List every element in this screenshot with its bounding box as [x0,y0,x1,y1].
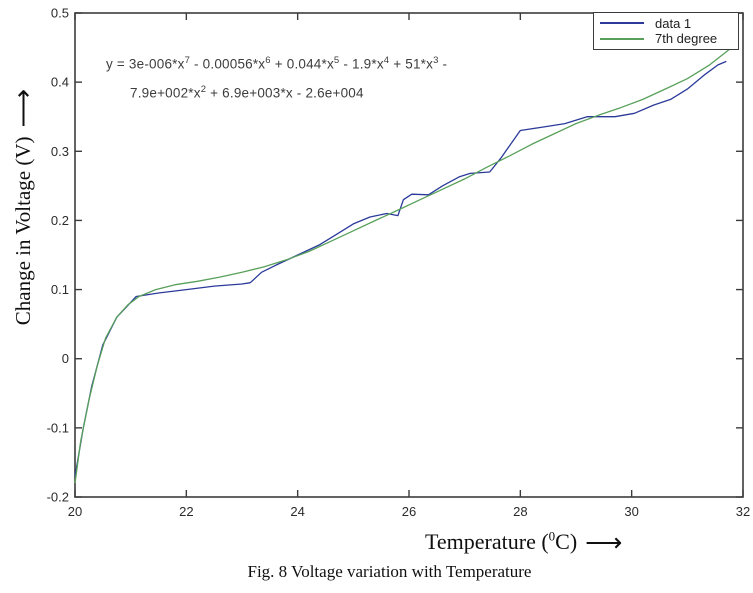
equation-superscript: 4 [383,55,390,66]
equation-text: y = 3e-006*x [106,56,185,72]
equation-text: - 1.9*x [339,56,384,72]
equation-text: - [438,56,448,72]
fit-equation-annotation: y = 3e-006*x7 - 0.00056*x6 + 0.044*x5 - … [106,48,447,105]
x-axis-title-superscript: 0 [548,528,556,544]
y-axis-title: Change in Voltage (V) ⟶ [8,47,38,367]
equation-superscript: 2 [200,83,207,95]
legend-entry-data-1: data 1 [600,16,732,31]
equation-line-2: 7.9e+002*x2 + 6.9e+003*x - 2.6e+004 [130,77,447,106]
series-line-data-1 [74,60,727,477]
legend-label: data 1 [655,15,692,31]
y-tick-label: 0.4 [51,75,69,90]
equation-text: + 6.9e+003*x - 2.6e+004 [206,85,364,100]
x-axis-title: Temperature (0C) ⟶ [425,528,622,558]
figure-caption: Fig. 8 Voltage variation with Temperatur… [247,562,532,581]
y-axis-title-text: Change in Voltage (V) [11,136,35,326]
up-arrow-icon: ⟶ [8,88,38,128]
equation-text: 7.9e+002*x [130,85,201,100]
x-axis-title-text: Temperature ( [425,529,549,554]
legend-entry-7th-degree: 7th degree [600,31,732,46]
x-axis-title-text-close: C) [555,529,578,554]
x-tick-label: 30 [624,504,638,519]
x-tick-label: 22 [179,504,193,519]
y-tick-label: 0.5 [51,6,69,21]
x-tick-label: 24 [290,504,304,519]
equation-superscript: 5 [333,55,340,66]
equation-text: + 51*x [389,56,434,72]
legend-line-swatch-blue [600,22,644,25]
y-tick-label: 0.2 [51,213,69,228]
y-tick-label: 0.3 [51,144,69,159]
legend-label: 7th degree [655,31,718,47]
y-tick-label: 0.1 [51,282,69,297]
equation-text: + 0.044*x [270,56,334,72]
x-tick-label: 26 [402,504,416,519]
x-tick-label: 20 [68,504,82,519]
x-tick-label: 32 [736,504,750,519]
legend-line-swatch-green [600,37,644,40]
right-arrow-icon: ⟶ [585,528,623,557]
series-line-7th-degree [74,49,730,484]
equation-superscript: 6 [265,55,271,66]
equation-line-1: y = 3e-006*x7 - 0.00056*x6 + 0.044*x5 - … [106,48,447,77]
x-tick-label: 28 [513,504,527,519]
equation-superscript: 7 [184,55,191,66]
equation-text: - 0.00056*x [190,56,266,72]
y-tick-label: 0 [62,351,69,366]
y-tick-label: -0.1 [47,420,69,435]
equation-superscript: 3 [433,55,439,66]
legend-box: data 1 7th degree [593,12,739,50]
y-tick-label: -0.2 [47,490,69,505]
